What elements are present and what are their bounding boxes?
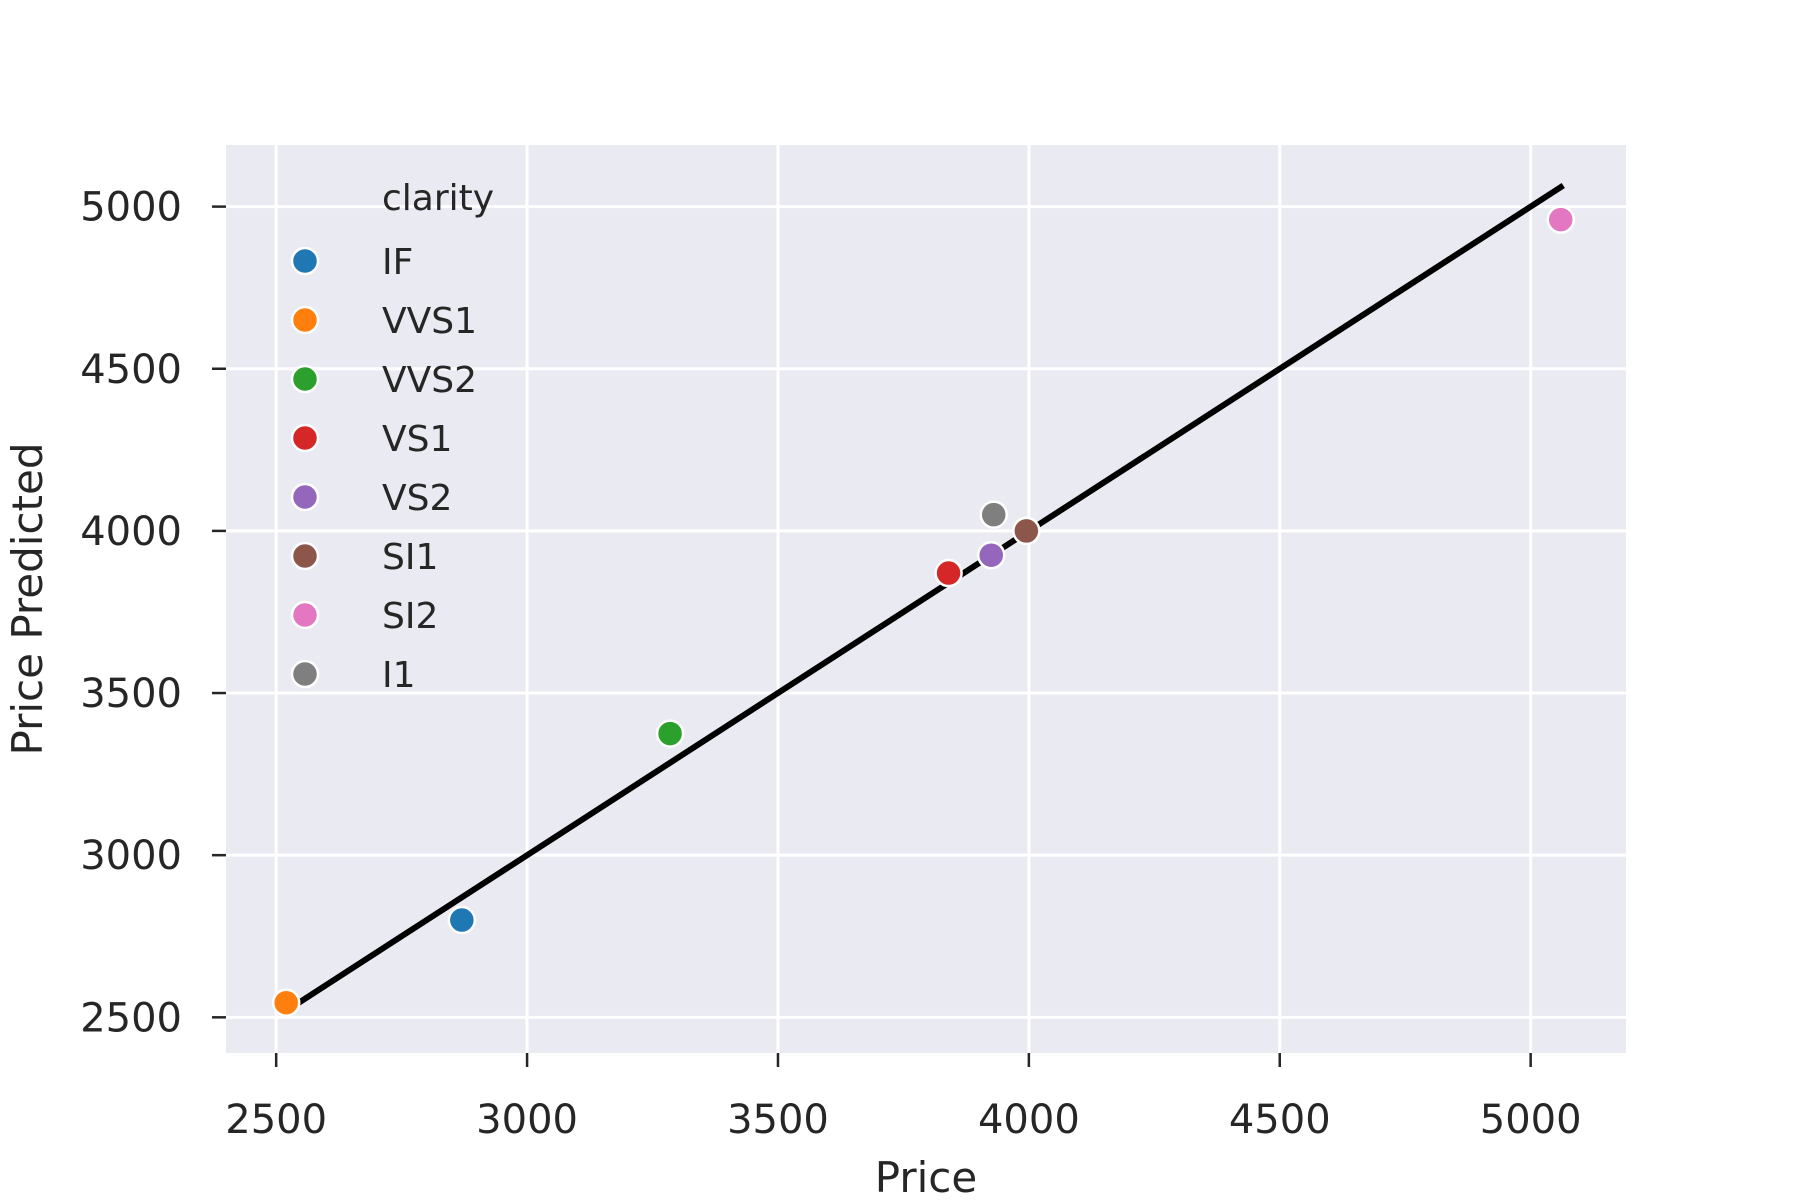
y-tick-label: 5000 (80, 185, 182, 231)
legend-title: clarity (382, 178, 494, 219)
point-vs1 (934, 558, 963, 588)
y-tick-label: 4500 (80, 347, 182, 393)
legend-marker-si1 (290, 541, 320, 571)
point-si2 (1546, 205, 1576, 234)
point-vs2 (976, 540, 1006, 570)
legend-entries: IF VVS1 VVS2 VS1 VS2 SI1 SI2 I1 (290, 242, 477, 696)
x-tick-label: 3000 (476, 1097, 578, 1143)
gridlines (226, 145, 1626, 1053)
point-si1 (1012, 516, 1041, 546)
y-tick-label: 2500 (80, 995, 182, 1041)
x-tick-label: 3500 (727, 1097, 829, 1143)
y-tick-label: 3000 (80, 833, 182, 879)
legend-marker-vs2 (290, 482, 320, 512)
axis-ticks: 2500 3000 3500 4000 4500 5000 2500 3000 3500 4000… (80, 185, 1581, 1143)
reference-line-group (282, 183, 1565, 1015)
legend-label-if: IF (382, 242, 413, 283)
legend-marker-vvs1 (290, 305, 320, 335)
legend-marker-vvs2 (290, 364, 320, 394)
legend-label-i1: I1 (382, 655, 416, 696)
point-vvs2 (655, 719, 685, 748)
y-tick-label: 4000 (80, 509, 182, 555)
x-tick-label: 5000 (1480, 1097, 1582, 1143)
legend-marker-vs1 (290, 423, 320, 453)
legend-marker-si2 (290, 600, 320, 630)
legend-label-vvs1: VVS1 (382, 301, 477, 342)
legend-label-vs2: VS2 (382, 478, 452, 519)
legend: clarity IF VVS1 VVS2 VS1 VS2 SI1 SI2 I1 (290, 178, 494, 696)
point-i1 (979, 500, 1008, 529)
legend-label-si1: SI1 (382, 537, 438, 578)
legend-label-si2: SI2 (382, 596, 438, 637)
legend-marker-if (290, 246, 320, 276)
legend-marker-i1 (290, 659, 320, 689)
legend-label-vvs2: VVS2 (382, 360, 477, 401)
point-vvs1 (271, 988, 301, 1017)
y-tick-label: 3500 (80, 671, 182, 717)
x-tick-label: 4000 (978, 1097, 1080, 1143)
x-tick-label: 2500 (225, 1097, 327, 1143)
y-axis-label: Price Predicted (3, 443, 52, 756)
x-tick-label: 4500 (1229, 1097, 1331, 1143)
data-points (271, 205, 1576, 1017)
x-axis-label: Price (875, 1153, 977, 1200)
point-if (447, 905, 477, 935)
legend-label-vs1: VS1 (382, 419, 452, 460)
reference-line (282, 183, 1565, 1015)
